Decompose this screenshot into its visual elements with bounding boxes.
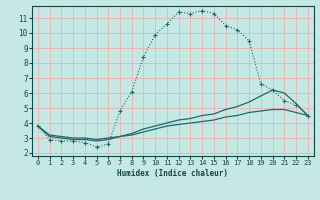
X-axis label: Humidex (Indice chaleur): Humidex (Indice chaleur) bbox=[117, 169, 228, 178]
